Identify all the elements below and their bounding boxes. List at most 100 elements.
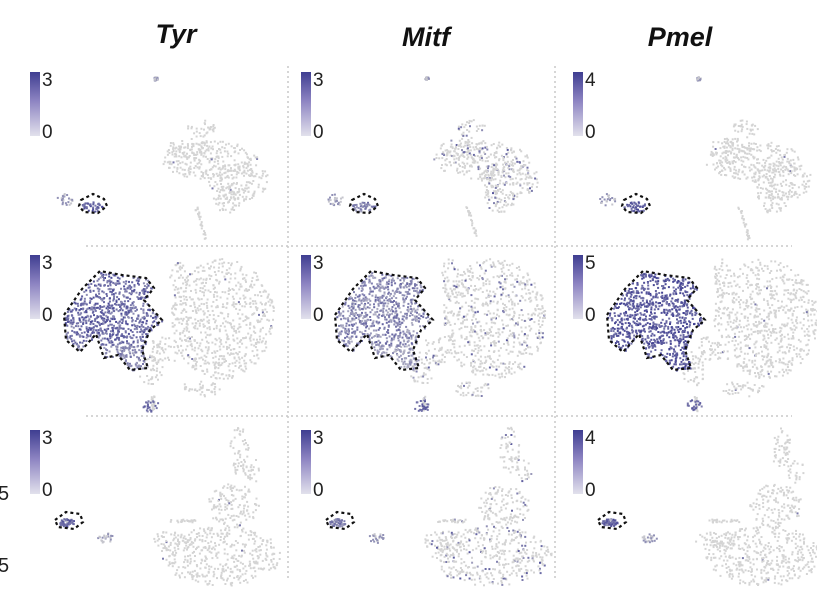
cell-point [201,269,204,272]
cell-point [181,168,184,171]
cell-point [231,295,234,298]
cell-point [202,318,205,321]
cell-point [112,315,115,318]
cell-point [217,203,220,206]
cell-point [422,312,425,315]
cell-point [480,142,483,145]
cell-point [152,340,155,343]
cell-point [261,284,264,287]
cell-point [463,166,466,169]
cell-point [456,314,459,317]
cell-point [132,334,135,337]
cell-point [174,351,177,354]
cell-point [216,175,219,177]
cell-point [408,360,411,363]
cell-point [252,313,254,316]
cell-point [514,155,517,158]
cell-point [216,304,219,307]
cell-point [124,288,127,291]
cell-point [773,169,776,172]
cell-point [231,362,234,365]
cell-point [80,303,83,305]
cell-point [501,143,504,146]
cell-point [249,168,251,171]
cell-point [103,297,106,299]
cell-point [199,264,202,267]
cell-point [103,301,105,304]
cell-point [124,355,127,357]
cell-point [254,156,257,159]
color-scale-bar [573,72,583,136]
cell-point [341,196,344,199]
cell-point [444,350,447,353]
cell-point [71,309,74,312]
cell-point [492,178,495,181]
cell-point [632,210,635,213]
cell-point [790,190,793,193]
cell-point [106,316,109,319]
cell-point [187,156,190,159]
cell-point [203,144,206,147]
cell-point [233,147,236,150]
cell-point [486,304,489,307]
cell-point [476,155,479,157]
cell-point [517,366,519,368]
cell-point [229,322,232,325]
cell-point [501,169,504,172]
cell-point [108,300,111,303]
cell-point [173,346,176,349]
cell-point [775,151,778,154]
cell-point [731,144,734,147]
cell-point [140,354,143,357]
cell-point [94,284,96,287]
cell-point [521,314,524,317]
cell-point [772,184,775,187]
cell-point [396,316,399,319]
cell-point [770,177,772,180]
cell-point [218,173,221,176]
cell-point [358,294,361,297]
cell-point [443,153,445,156]
cell-point [753,175,755,178]
cell-point [117,327,120,330]
cell-point [230,174,233,176]
cell-point [487,174,490,177]
cell-point [79,298,82,301]
cell-point [233,339,236,342]
cell-point [484,146,487,149]
cell-point [172,284,175,287]
cell-point [502,266,505,269]
cell-point [78,328,81,331]
cell-point [730,151,733,154]
cell-point [145,322,148,325]
cell-point [490,186,493,189]
cell-point [722,145,725,148]
cell-point [134,320,137,322]
cell-point [265,333,268,336]
cell-point [109,290,112,293]
cell-point [79,334,82,337]
cell-point [167,149,170,151]
cell-point [768,169,771,172]
cell-point [462,131,465,134]
cell-point [180,286,183,289]
cell-point [740,212,743,215]
cell-point [480,266,483,269]
cell-point [119,349,122,352]
cell-point [108,304,111,307]
cell-point [786,160,789,163]
cell-point [143,318,146,321]
cell-point [508,368,510,371]
cell-point [175,150,178,153]
cell-point [527,313,530,316]
cell-point [136,366,139,369]
cell-point [253,271,256,274]
cell-point [484,174,487,177]
cell-point [447,335,450,338]
cell-point [393,334,396,337]
cell-point [189,305,192,307]
cell-point [423,398,426,401]
cell-point [519,343,522,346]
cell-point [507,151,510,154]
